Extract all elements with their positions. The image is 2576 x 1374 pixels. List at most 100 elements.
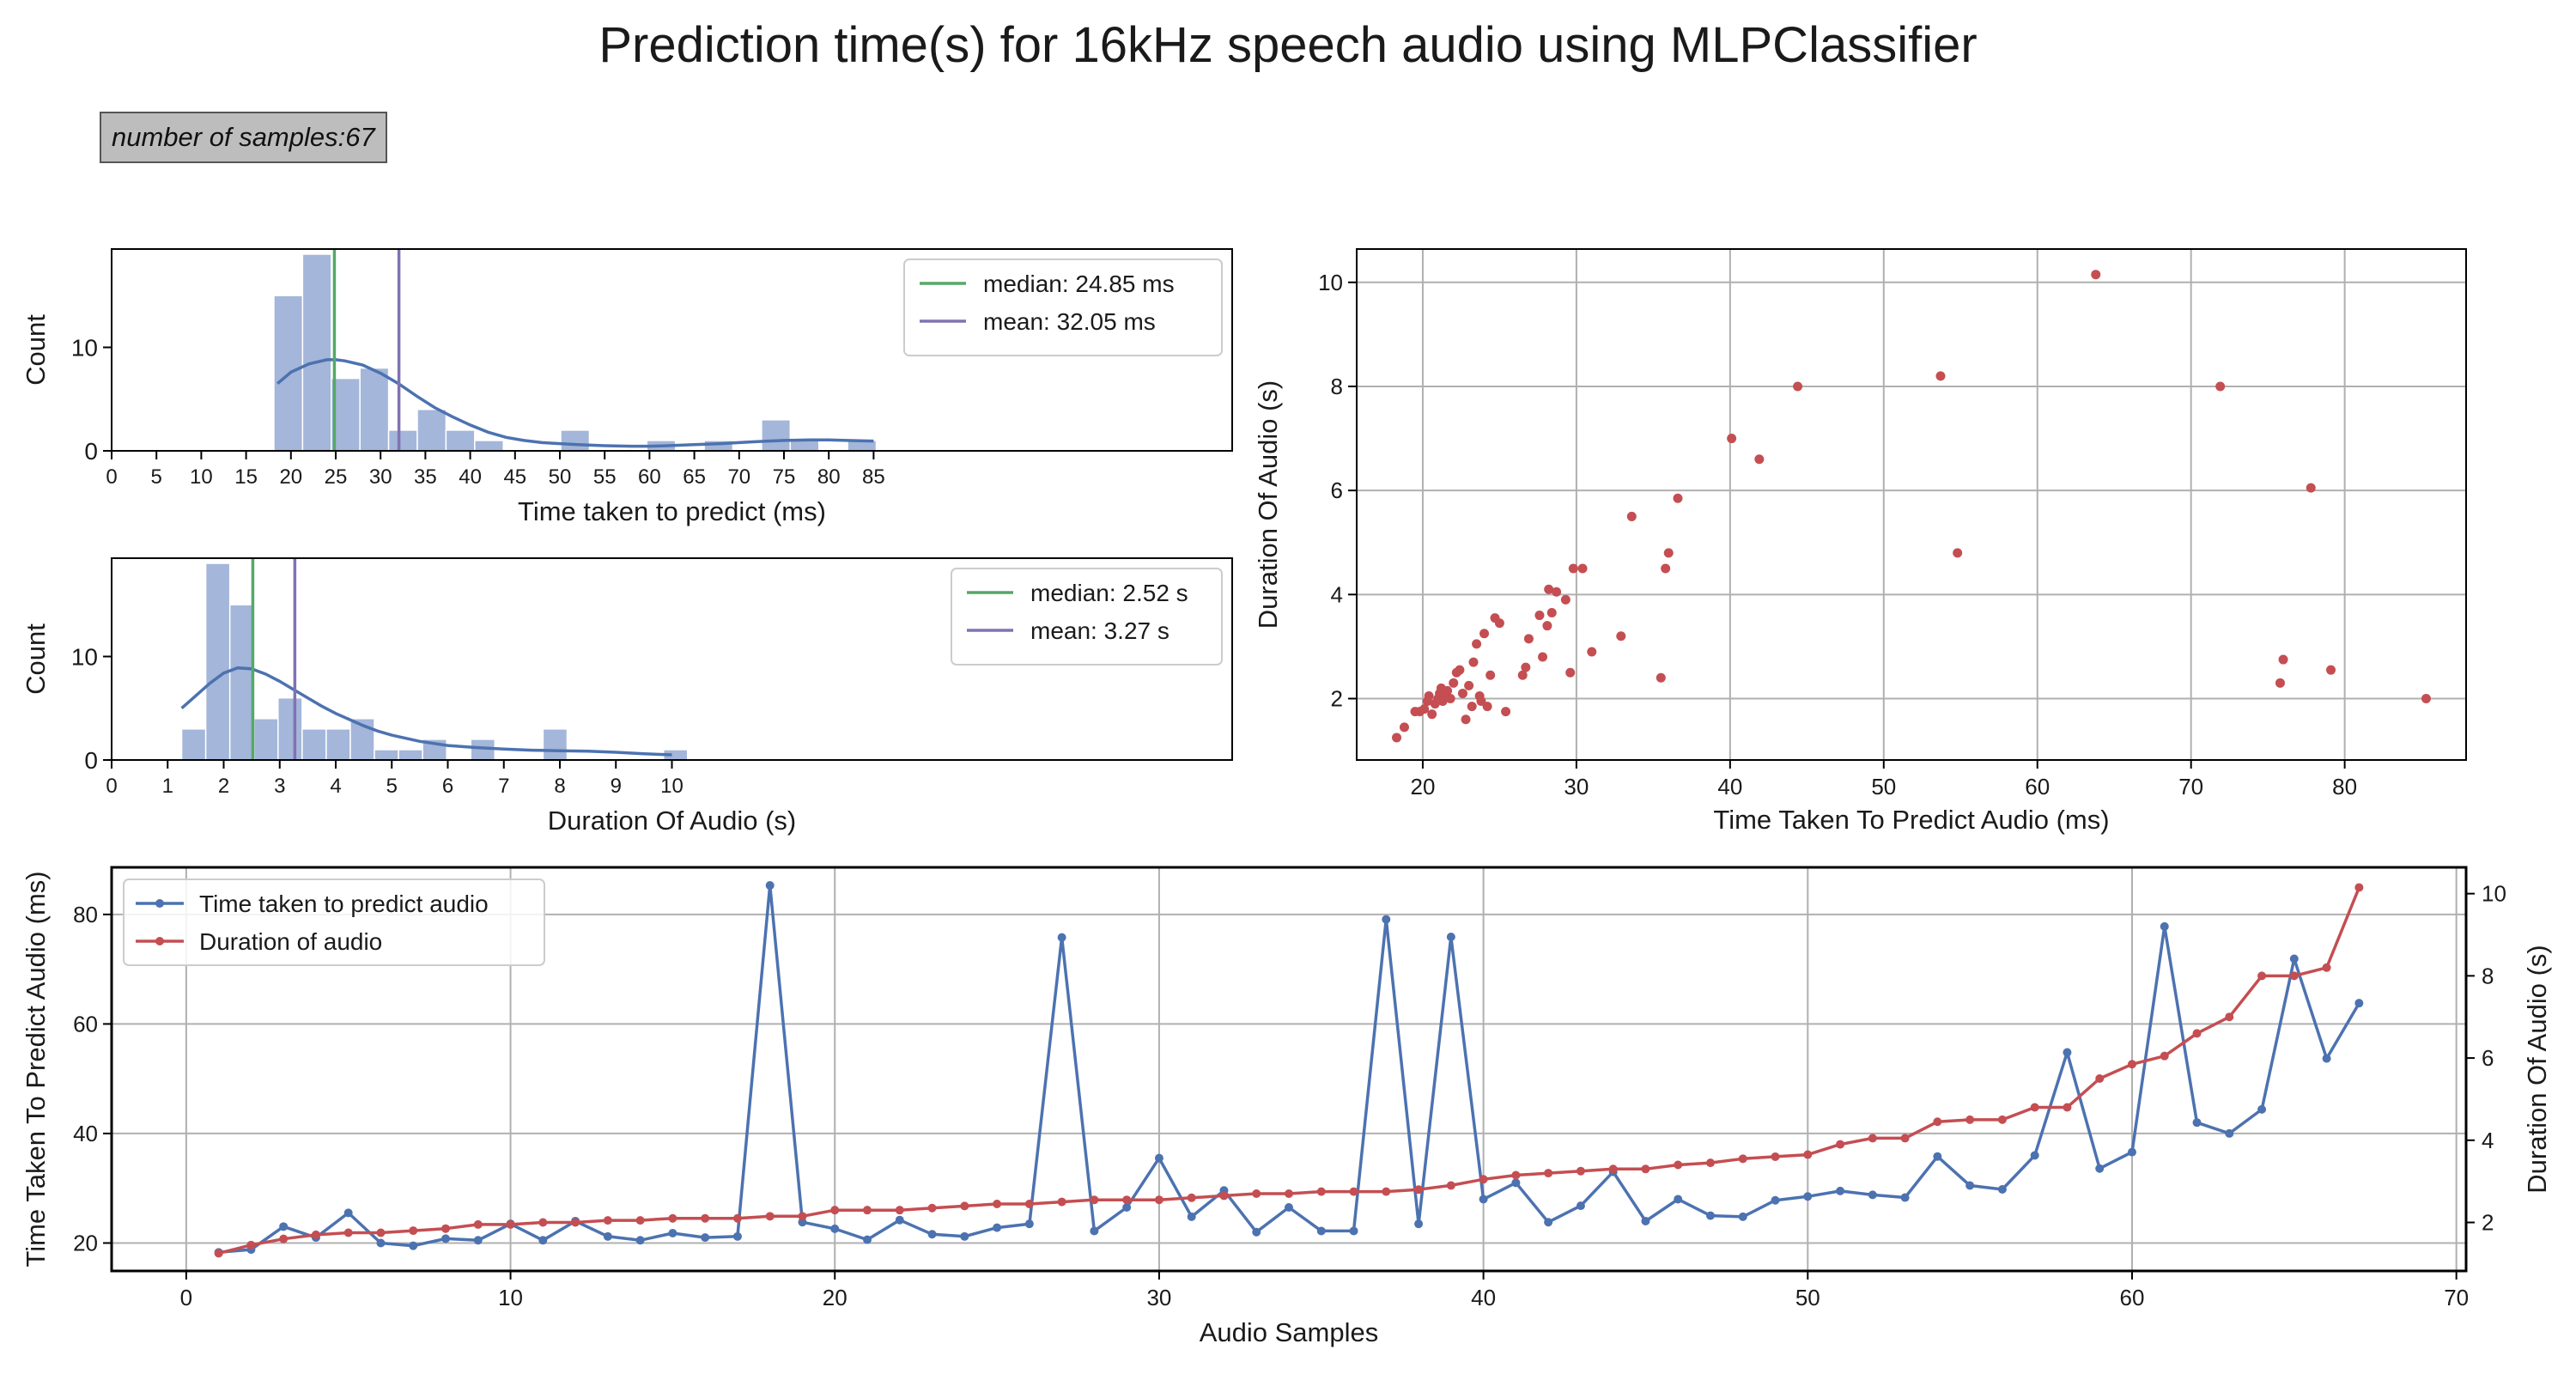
line-duration-point (1511, 1170, 1521, 1180)
figure-title: Prediction time(s) for 16kHz speech audi… (598, 17, 1977, 73)
hist_duration-bar (180, 728, 207, 761)
line-duration-point (1414, 1185, 1424, 1195)
scatter-point (1523, 634, 1534, 644)
line-duration-point (538, 1218, 548, 1227)
scatter-point (1501, 707, 1511, 717)
line-duration-point (1738, 1154, 1747, 1164)
line-xtick-label: 20 (823, 1285, 848, 1310)
scatter-xtick-label: 40 (1717, 774, 1742, 799)
line-duration-point (441, 1224, 451, 1233)
line-duration-point (1479, 1175, 1488, 1184)
line-duration-point (2030, 1103, 2039, 1112)
line-time-point (2322, 1054, 2331, 1063)
hist_duration-legend-median-label: median: 2.52 s (1030, 580, 1188, 606)
scatter-xtick-label: 80 (2332, 774, 2357, 799)
line-duration-point (668, 1213, 677, 1223)
line-duration-point (830, 1206, 840, 1215)
hist_time-bar (416, 409, 447, 452)
line-frame (110, 866, 2468, 1273)
line-xtick-label: 30 (1146, 1285, 1171, 1310)
scatter-frame (1356, 248, 2467, 761)
line-time-point (409, 1241, 418, 1250)
scatter-point (1455, 665, 1465, 675)
line-duration-point (960, 1201, 969, 1211)
scatter-point (1482, 702, 1492, 712)
scatter-ylabel: Duration Of Audio (s) (1253, 380, 1283, 629)
hist_duration-ytick-label: 0 (84, 747, 98, 774)
line-duration-point (2257, 971, 2267, 981)
hist_duration-xtick-label: 5 (386, 775, 398, 798)
line-time-point (1349, 1226, 1358, 1236)
line-time-point (1933, 1152, 1942, 1161)
hist_duration-legend-mean-label: mean: 3.27 s (1030, 617, 1170, 644)
line-time-point (2257, 1104, 2267, 1114)
scatter-point (1468, 657, 1479, 667)
line-duration-point (2160, 1051, 2169, 1061)
line-time-point (2160, 921, 2169, 931)
scatter-point (1935, 371, 1946, 381)
line-duration-point (863, 1206, 872, 1215)
line-ylabel-right: Duration Of Audio (s) (2522, 945, 2552, 1193)
scatter-ytick-label: 6 (1331, 477, 1343, 503)
line-duration-point (1090, 1195, 1099, 1205)
scatter-xtick-label: 70 (2178, 774, 2203, 799)
line-duration-point (2127, 1060, 2136, 1069)
hist_time-xtick-label: 30 (369, 465, 392, 489)
hist_duration-xtick-label: 3 (274, 775, 285, 798)
line-time-point (701, 1233, 710, 1243)
hist_time-xtick-label: 35 (414, 465, 437, 489)
hist_time-frame (111, 248, 1233, 452)
scatter-xtick-label: 30 (1564, 774, 1589, 799)
scatter-ytick-label: 4 (1331, 581, 1343, 607)
scatter-point (1476, 696, 1486, 707)
scatter-point (1392, 733, 1402, 743)
scatter-point (1577, 563, 1588, 574)
line-duration-point (376, 1228, 386, 1237)
line-duration-point (993, 1199, 1002, 1208)
hist_duration-xtick-label: 6 (442, 775, 453, 798)
scatter-point (1793, 381, 1803, 392)
line-duration-point (2354, 883, 2364, 892)
scatter-point (1538, 652, 1548, 662)
line-time-point (2095, 1164, 2105, 1173)
line-time-point (1316, 1226, 1326, 1236)
hist_time-xtick-label: 60 (638, 465, 661, 489)
scatter-point (1467, 702, 1477, 712)
line-duration-point (1285, 1189, 1293, 1199)
line-time-point (2354, 999, 2364, 1008)
scatter-point (1727, 434, 1737, 444)
hist_time-kde-curve (276, 358, 874, 448)
scatter-point (2215, 381, 2226, 392)
line-time-point (1803, 1192, 1813, 1201)
hist_time-xtick-label: 0 (106, 465, 117, 489)
scatter-point (1565, 667, 1576, 678)
line-duration-point (2192, 1029, 2202, 1038)
line-duration-point (2289, 971, 2299, 981)
hist_time-xtick-label: 75 (773, 465, 796, 489)
line-time-point (1122, 1203, 1132, 1213)
scatter-point (1546, 608, 1557, 618)
hist_time-legend-median-label: median: 24.85 ms (983, 271, 1175, 297)
hist_time-legend-mean-label: mean: 32.05 ms (983, 308, 1156, 335)
line-duration-point (311, 1230, 320, 1239)
scatter-point (1479, 629, 1490, 639)
line-time-point (863, 1235, 872, 1244)
line-duration-point (2225, 1012, 2234, 1022)
line-duration-point (603, 1216, 612, 1225)
line-legend (123, 879, 545, 966)
line-time-point (1965, 1181, 1975, 1190)
line-xlabel: Audio Samples (1200, 1317, 1379, 1347)
scatter-point (1521, 662, 1531, 672)
line-time-point (1414, 1219, 1424, 1229)
line-time-point (1154, 1153, 1163, 1163)
line-time-point (1868, 1190, 1877, 1200)
scatter-point (1656, 672, 1666, 683)
line-ytick-label: 60 (73, 1011, 98, 1037)
scatter-ytick-label: 10 (1318, 270, 1343, 295)
line-duration-point (1382, 1187, 1391, 1196)
line-duration-point (1316, 1187, 1326, 1196)
line-duration-point (1219, 1191, 1229, 1201)
line-duration-point (506, 1219, 515, 1229)
scatter-xtick-label: 60 (2025, 774, 2050, 799)
